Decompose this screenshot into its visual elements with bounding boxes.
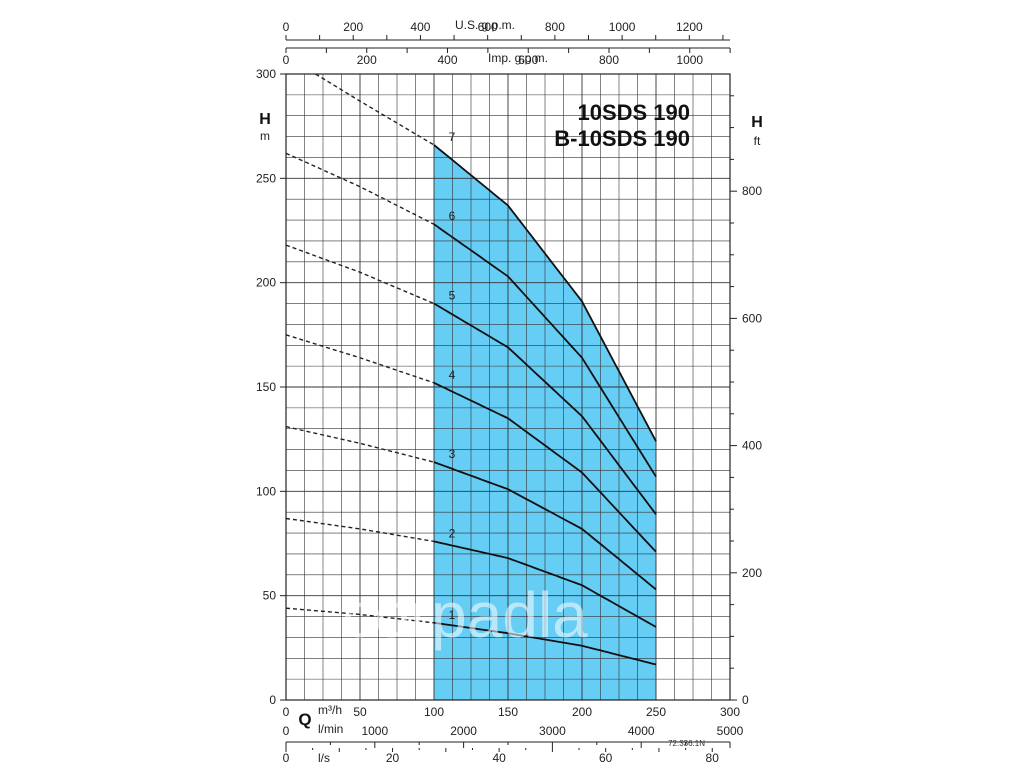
y-right-axis-unit: ft — [754, 134, 761, 148]
curve-label-3: 3 — [449, 447, 456, 461]
curve-1-solid — [433, 621, 657, 666]
chart-title-line-1: 10SDS 190 — [577, 100, 690, 125]
y-left-tick-label: 50 — [263, 589, 277, 603]
x-imp-tick-label: 600 — [518, 53, 538, 67]
x-ls-tick-label: 40 — [492, 751, 506, 765]
drawing-code: 72.336.1N — [668, 739, 705, 748]
curve-7-solid — [433, 144, 657, 442]
curve-5-dashed — [285, 244, 435, 305]
x-us-tick-label: 400 — [410, 20, 430, 34]
x-imp-gpm-label: Imp. g.p.m. — [488, 51, 548, 65]
curve-2-dashed — [285, 517, 435, 543]
y-right-tick-label: 800 — [742, 184, 762, 198]
curve-4-solid — [433, 381, 657, 553]
curve-label-4: 4 — [449, 368, 456, 382]
x-q-tick-label: 50 — [353, 705, 367, 719]
x-imp-tick-label: 200 — [357, 53, 377, 67]
x-us-gpm-label: U.S. g.p.m. — [455, 18, 515, 32]
y-left-axis-label: H — [259, 111, 271, 128]
y-left-tick-label: 150 — [256, 380, 276, 394]
x-q-tick-label: 250 — [646, 705, 666, 719]
x-us-tick-label: 800 — [545, 20, 565, 34]
curve-label-7: 7 — [449, 130, 456, 144]
y-left-axis-unit: m — [260, 129, 270, 143]
y-right-tick-label: 600 — [742, 311, 762, 325]
x-us-tick-label: 200 — [343, 20, 363, 34]
x-lmin-tick-label: 1000 — [361, 724, 388, 738]
curve-label-1: 1 — [449, 608, 456, 622]
x-q-tick-label: 150 — [498, 705, 518, 719]
curve-4-dashed — [285, 334, 435, 384]
curve-3-solid — [433, 461, 657, 591]
y-right-tick-label: 200 — [742, 566, 762, 580]
x-us-tick-label: 600 — [478, 20, 498, 34]
curve-3-dashed — [285, 425, 435, 463]
x-lmin-tick-label: 0 — [283, 724, 290, 738]
y-left-tick-label: 0 — [269, 693, 276, 707]
x-ls-unit: l/s — [318, 751, 330, 765]
y-left-tick-label: 300 — [256, 67, 276, 81]
curve-7-dashed — [315, 73, 435, 146]
x-q-tick-label: 0 — [283, 705, 290, 719]
y-left-tick-label: 250 — [256, 171, 276, 185]
x-q-tick-label: 300 — [720, 705, 740, 719]
y-left-tick-label: 200 — [256, 276, 276, 290]
x-ls-tick-label: 80 — [706, 751, 720, 765]
curve-label-2: 2 — [449, 526, 456, 540]
x-lmin-tick-label: 5000 — [717, 724, 744, 738]
y-right-tick-label: 0 — [742, 693, 749, 707]
x-lmin-tick-label: 4000 — [628, 724, 655, 738]
x-ls-tick-label: 60 — [599, 751, 613, 765]
curve-6-solid — [433, 223, 657, 478]
x-us-tick-label: 1200 — [676, 20, 703, 34]
curve-2-solid — [433, 540, 657, 628]
x-us-tick-label: 0 — [283, 20, 290, 34]
x-lmin-unit: l/min — [318, 722, 343, 736]
y-left-tick-label: 100 — [256, 484, 276, 498]
x-imp-tick-label: 800 — [599, 53, 619, 67]
x-lmin-tick-label: 3000 — [539, 724, 566, 738]
x-q-tick-label: 200 — [572, 705, 592, 719]
curve-6-dashed — [285, 152, 435, 225]
x-lmin-tick-label: 2000 — [450, 724, 477, 738]
curves-layer: 1 2 3 4 5 6 7 — [285, 73, 657, 666]
grid-layer — [285, 73, 731, 701]
x-q-axis-label: Q — [298, 710, 311, 729]
x-imp-tick-label: 0 — [283, 53, 290, 67]
watermark: corpadla — [342, 579, 588, 651]
x-imp-tick-label: 1000 — [676, 53, 703, 67]
x-q-tick-label: 100 — [424, 705, 444, 719]
y-right-tick-label: 400 — [742, 439, 762, 453]
curve-1-dashed — [285, 607, 435, 624]
chart-title-line-2: B-10SDS 190 — [554, 126, 690, 151]
x-imp-tick-label: 400 — [437, 53, 457, 67]
x-ls-tick-label: 0 — [283, 751, 290, 765]
x-us-tick-label: 1000 — [609, 20, 636, 34]
x-q-unit: m³/h — [318, 703, 342, 717]
x-ls-tick-label: 20 — [386, 751, 400, 765]
y-right-axis-label: H — [751, 114, 763, 131]
curve-label-6: 6 — [449, 209, 456, 223]
curve-5-solid — [433, 302, 657, 515]
curve-label-5: 5 — [449, 289, 456, 303]
